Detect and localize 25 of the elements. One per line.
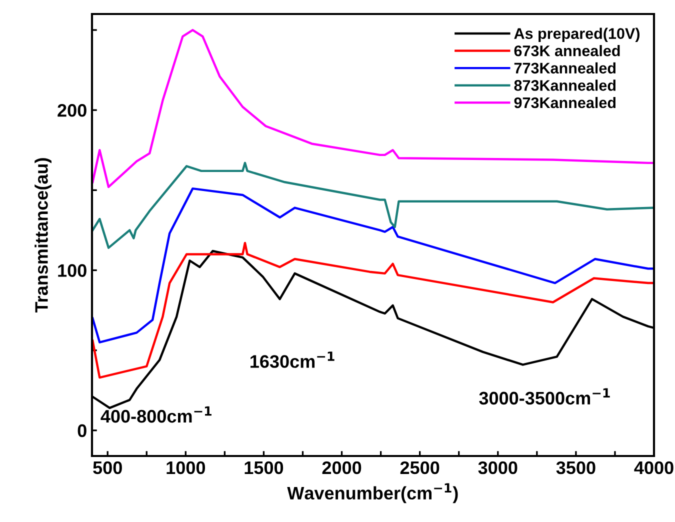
x-tick-label: 2000 (322, 461, 362, 474)
y-tick-label: 100 (58, 264, 86, 277)
x-tick-label: 1500 (244, 461, 284, 474)
line-series (92, 242, 654, 379)
legend-label: 873Kannealed (514, 80, 616, 91)
x-tick-label: 3000 (478, 461, 518, 474)
y-axis-title: Transmittance(au) (34, 158, 52, 313)
x-tick-label: 3500 (556, 461, 596, 474)
legend-label: 673K annealed (514, 45, 620, 56)
x-tick-label: 4000 (634, 461, 674, 474)
x-tick-label: 2500 (400, 461, 440, 474)
annotation: 1630cm$^{−1}$ (250, 352, 334, 368)
y-tick-label: 0 (78, 424, 86, 438)
annotation: 3000-3500cm$^{−1}$ (479, 388, 610, 405)
line-series (92, 162, 654, 249)
x-tick-label: 1000 (166, 461, 206, 474)
legend-label: As prepared(10V) (514, 28, 640, 42)
x-axis-title: Wavenumber(cm$^{−1}$) (287, 483, 458, 504)
line-series (92, 187, 654, 344)
annotation: 400-800cm$^{−1}$ (100, 406, 212, 423)
y-tick-label: 200 (58, 104, 86, 117)
legend-label: 773Kannealed (514, 62, 616, 74)
line-series (92, 28, 654, 188)
x-tick-label: 500 (93, 461, 122, 474)
legend-label: 973Kannealed (514, 96, 616, 108)
